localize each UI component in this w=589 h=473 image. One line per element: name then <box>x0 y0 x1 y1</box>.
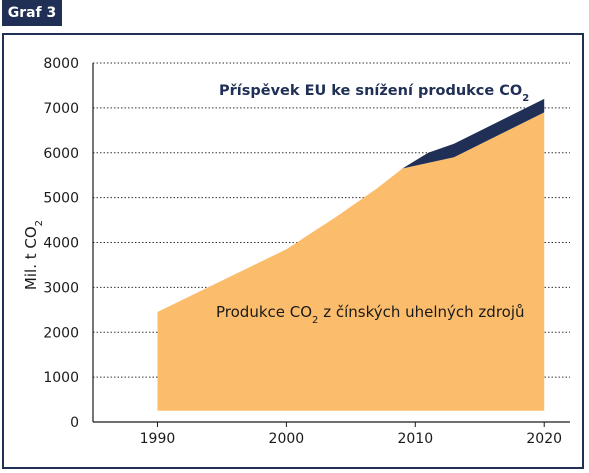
y-axis-label-sub: 2 <box>34 220 45 226</box>
x-tick-2010: 2010 <box>397 431 433 447</box>
china-coal-label-pre: Produkce CO <box>216 303 312 321</box>
china-coal-label-post: z čínských uhelných zdrojů <box>318 303 524 321</box>
chart-badge: Graf 3 <box>2 0 62 26</box>
eu-contribution-label-text: Příspěvek EU ke snížení produkce CO <box>219 83 522 99</box>
y-tick-1000: 1000 <box>43 370 79 386</box>
area-layer <box>157 98 545 411</box>
y-tick-labels: 0 1000 2000 3000 4000 5000 6000 7000 8000 <box>43 56 79 431</box>
y-axis-label-main: Mil. t CO <box>22 226 40 290</box>
china-coal-label: Produkce CO2 z čínských uhelných zdrojů <box>216 303 525 326</box>
x-tick-1990: 1990 <box>140 431 176 447</box>
y-tick-6000: 6000 <box>43 146 79 162</box>
x-tick-2000: 2000 <box>269 431 305 447</box>
y-tick-4000: 4000 <box>43 236 79 252</box>
eu-contribution-label-sub: 2 <box>522 93 529 104</box>
x-tick-2020: 2020 <box>526 431 562 447</box>
y-axis-label: Mil. t CO2 <box>22 220 45 290</box>
china-coal-label-sub: 2 <box>312 315 318 326</box>
eu-contribution-area <box>402 98 545 169</box>
y-tick-7000: 7000 <box>43 101 79 117</box>
y-tick-5000: 5000 <box>43 191 79 207</box>
y-tick-3000: 3000 <box>43 280 79 296</box>
china-coal-area <box>157 112 545 411</box>
axes <box>92 63 570 423</box>
y-tick-2000: 2000 <box>43 325 79 341</box>
x-tick-labels: 1990 2000 2010 2020 <box>140 422 562 447</box>
y-tick-8000: 8000 <box>43 56 79 72</box>
y-tick-0: 0 <box>70 415 79 431</box>
eu-contribution-label: Příspěvek EU ke snížení produkce CO2 <box>219 83 529 104</box>
